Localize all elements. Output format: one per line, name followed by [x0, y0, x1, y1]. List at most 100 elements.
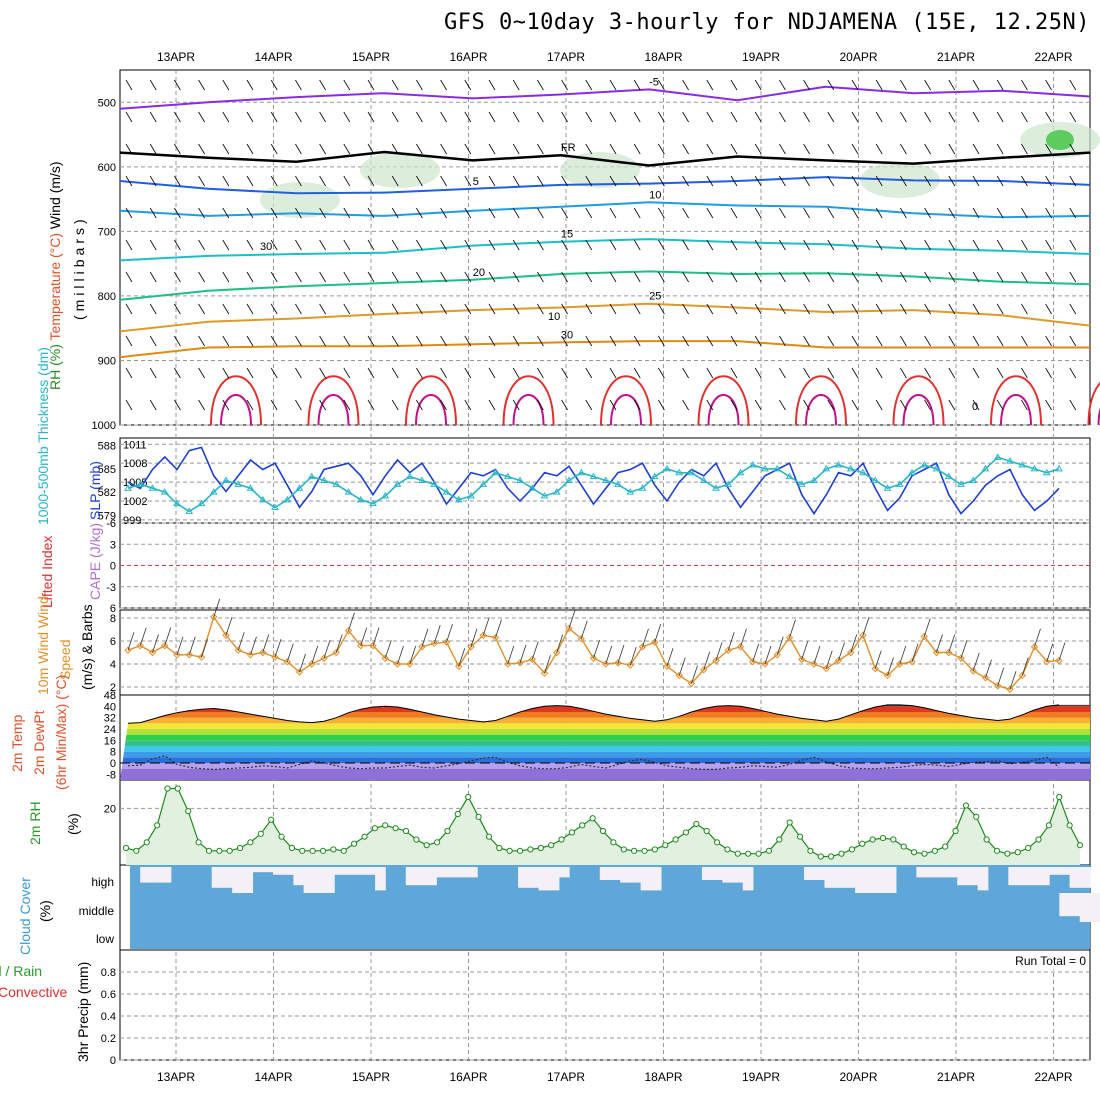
- wind-barb: [803, 303, 810, 315]
- cloud-high-clear: [885, 867, 897, 893]
- precip-total-rain-label: Total / Rain: [0, 963, 42, 979]
- cloud-high-clear: [446, 867, 458, 878]
- thickness-point: [957, 480, 965, 487]
- rh-point: [226, 847, 233, 854]
- isotherm-FR: [119, 150, 1091, 167]
- wind-barb: [512, 111, 520, 123]
- surface-wind-barb: [507, 645, 515, 665]
- wind-barb: [512, 399, 520, 411]
- wind-barb: [996, 399, 1004, 411]
- thickness-point: [209, 488, 218, 495]
- wind-barb: [900, 111, 907, 123]
- isotherm-label: 20: [473, 267, 485, 279]
- wind-barb: [706, 239, 714, 251]
- wind-barb: [174, 367, 181, 379]
- wind-barb: [222, 335, 230, 347]
- wind-barb: [149, 239, 157, 251]
- date-label-top: 18APR: [644, 50, 682, 64]
- wind-speed-point: [847, 648, 855, 657]
- surface-wind-barb: [495, 619, 502, 638]
- wind-barb: [1045, 367, 1052, 379]
- wind-barb: [730, 207, 738, 219]
- precip-tick-label: 0.4: [101, 1011, 116, 1023]
- wind-barb: [730, 335, 738, 347]
- precip-tick-label: 0.6: [101, 989, 116, 1001]
- surface-wind-barb: [1034, 628, 1041, 647]
- wind-speed-point: [1030, 643, 1039, 651]
- date-label-top: 14APR: [254, 50, 292, 64]
- wind-barb: [658, 399, 665, 411]
- wind-speed-point: [883, 671, 892, 680]
- wind-barb: [174, 399, 181, 411]
- rh-contour-label: 30: [260, 241, 272, 253]
- surface-wind-barb: [237, 632, 245, 651]
- cloud-high-clear: [916, 867, 928, 878]
- thickness-point: [1055, 464, 1063, 472]
- wind-barb: [246, 207, 254, 219]
- wind-barb: [416, 271, 423, 283]
- wind-barb: [488, 207, 496, 219]
- surface-wind-barb: [323, 640, 331, 659]
- wind-speed-point: [491, 633, 500, 642]
- wind-speed-point: [369, 641, 377, 650]
- wind-barb: [416, 239, 423, 251]
- thickness-point: [234, 480, 243, 487]
- wind-barb: [658, 367, 665, 379]
- wind-barb: [367, 79, 375, 91]
- cloud-high-clear: [804, 867, 815, 880]
- thickness-point: [761, 464, 769, 472]
- wind-speed-point: [540, 669, 549, 677]
- thickness-point: [638, 484, 647, 491]
- wind-barb: [149, 79, 157, 91]
- wind-speed-point: [320, 654, 328, 662]
- wind-barb: [875, 271, 883, 283]
- wind-barb: [972, 111, 980, 123]
- wind-barb: [585, 335, 593, 347]
- thickness-point: [577, 468, 586, 476]
- surface-wind-barb: [470, 628, 478, 647]
- wind-barb: [1021, 175, 1028, 187]
- wind-barb: [198, 303, 205, 315]
- thickness-point: [920, 461, 929, 468]
- surface-wind-barb: [666, 648, 674, 667]
- wind-speed-point: [565, 624, 573, 633]
- rh-point: [568, 829, 575, 836]
- wind-barb: [246, 271, 254, 283]
- cloud-high-clear: [1049, 867, 1060, 875]
- cloud-high-clear: [140, 867, 151, 883]
- wind-barb: [246, 111, 254, 123]
- wind-barb: [343, 207, 351, 219]
- rh-point: [506, 847, 513, 854]
- thickness-point: [528, 484, 537, 491]
- isotherm-label: 0: [972, 401, 978, 413]
- thickness-tick-label: 582: [98, 487, 116, 499]
- wind-speed-point: [442, 638, 451, 646]
- cloud-high-clear: [344, 867, 356, 875]
- wind-speed-point: [381, 654, 389, 662]
- thickness-point: [356, 495, 365, 503]
- rh-point: [962, 802, 970, 809]
- thickness-point: [332, 480, 341, 487]
- thickness-point: [160, 488, 169, 495]
- wind-barb: [1045, 271, 1052, 283]
- wind-barb: [658, 79, 665, 91]
- wind-barb: [972, 367, 980, 379]
- wind-barb: [319, 303, 326, 315]
- surface-wind-barb: [972, 652, 980, 672]
- rh-point: [558, 836, 565, 843]
- wind-barb: [343, 303, 351, 315]
- wind-barb: [488, 271, 496, 283]
- date-label-top: 21APR: [937, 50, 975, 64]
- wind-barb: [948, 207, 956, 219]
- wind-barb: [367, 399, 375, 411]
- surface-wind-barb: [862, 617, 870, 636]
- wind-barb: [174, 207, 181, 219]
- rh-point: [122, 844, 130, 852]
- cloud-high-clear: [272, 867, 284, 875]
- wind-barb: [851, 207, 859, 219]
- surface-wind-barb: [335, 634, 343, 653]
- date-label-bottom: 16APR: [449, 1070, 487, 1084]
- wind-barb: [1045, 175, 1052, 187]
- precip-tick-label: 0.2: [101, 1033, 116, 1045]
- wind-barb: [270, 239, 278, 251]
